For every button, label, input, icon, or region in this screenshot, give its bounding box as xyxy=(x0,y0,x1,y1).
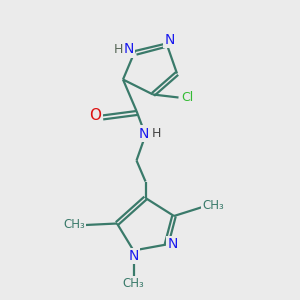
Text: N: N xyxy=(167,237,178,251)
Text: N: N xyxy=(164,33,175,47)
Text: H: H xyxy=(152,127,162,140)
Text: O: O xyxy=(89,108,101,123)
Text: CH₃: CH₃ xyxy=(202,199,224,212)
Text: H: H xyxy=(114,43,123,56)
Text: N: N xyxy=(123,43,134,56)
Text: N: N xyxy=(128,249,139,263)
Text: Cl: Cl xyxy=(181,91,193,104)
Text: CH₃: CH₃ xyxy=(123,277,144,290)
Text: CH₃: CH₃ xyxy=(63,218,85,232)
Text: N: N xyxy=(139,127,149,140)
